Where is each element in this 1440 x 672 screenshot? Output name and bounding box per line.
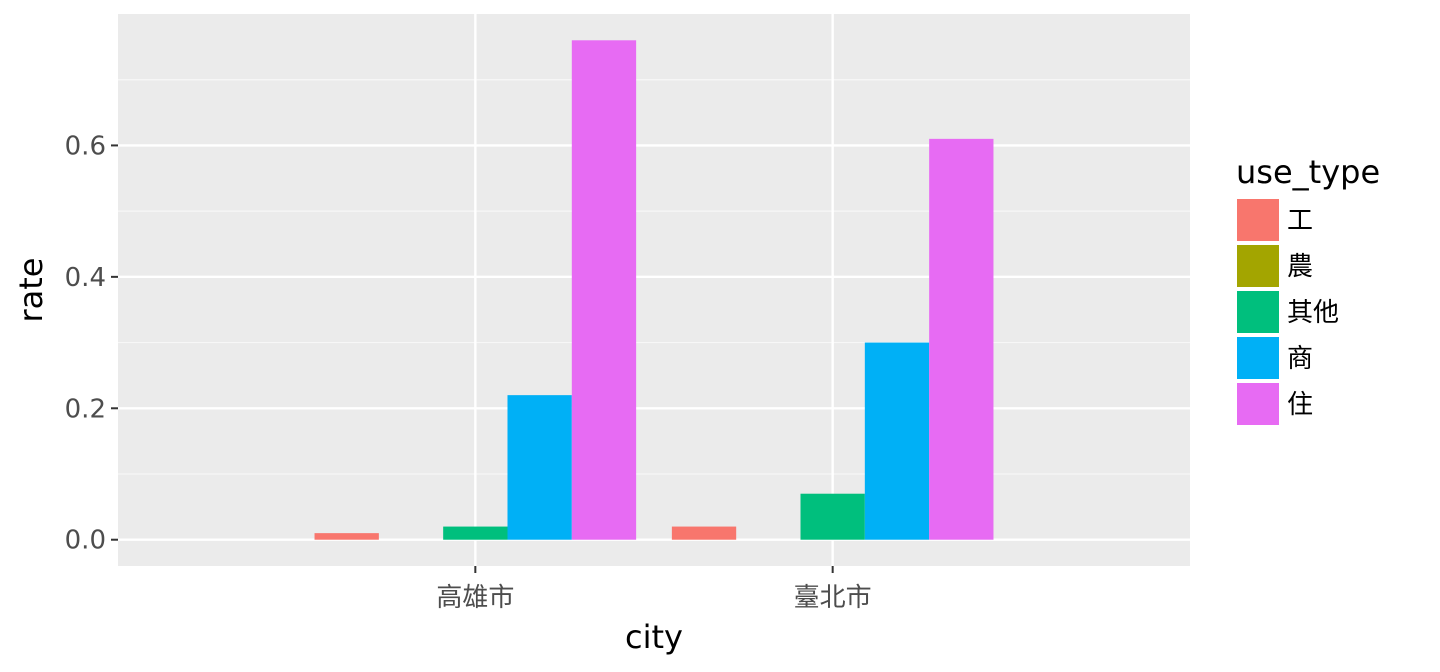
bar — [572, 40, 636, 539]
bar — [929, 139, 993, 540]
y-tick-label: 0.2 — [65, 394, 106, 424]
bar — [865, 343, 929, 540]
y-axis-title: rate — [12, 258, 50, 323]
bar — [672, 527, 736, 540]
y-tick-label: 0.6 — [65, 131, 106, 161]
y-axis: 0.0 0.2 0.4 0.6 — [65, 131, 118, 555]
legend-key — [1237, 291, 1279, 333]
legend-key — [1237, 337, 1279, 379]
legend-label: 住 — [1287, 390, 1313, 420]
x-axis: 高雄市 臺北市 — [436, 566, 871, 613]
y-tick-label: 0.4 — [65, 263, 106, 293]
x-tick-label: 臺北市 — [794, 583, 872, 613]
legend-label: 商 — [1287, 344, 1313, 374]
x-tick-label: 高雄市 — [436, 583, 514, 613]
x-axis-title: city — [625, 618, 683, 656]
bar — [443, 527, 507, 540]
legend-label: 工 — [1287, 206, 1313, 236]
legend-key — [1237, 383, 1279, 425]
bar — [315, 533, 379, 540]
legend-key — [1237, 245, 1279, 287]
legend-label: 農 — [1287, 252, 1313, 282]
bar — [507, 395, 571, 540]
plot-background — [118, 14, 1190, 566]
legend-key — [1237, 199, 1279, 241]
y-tick-label: 0.0 — [65, 526, 106, 556]
legend-title: use_type — [1236, 153, 1380, 191]
legend-label: 其他 — [1287, 298, 1339, 328]
bar — [801, 494, 865, 540]
